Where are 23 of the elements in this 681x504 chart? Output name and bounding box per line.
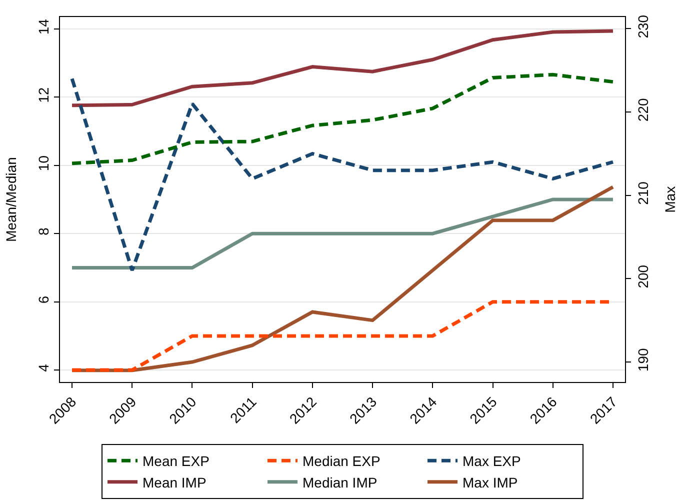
legend-label: Mean EXP — [142, 453, 210, 470]
legend-label: Mean IMP — [142, 474, 206, 490]
y2-axis-title: Max — [662, 186, 678, 213]
y-tick-label: 10 — [35, 155, 52, 172]
y-tick-label: 8 — [35, 227, 52, 236]
y2-tick-label: 230 — [634, 14, 651, 38]
legend-label: Max EXP — [462, 453, 521, 470]
legend-label: Median EXP — [302, 453, 380, 470]
y-tick-label: 4 — [35, 364, 52, 372]
y-tick-label: 12 — [35, 87, 52, 103]
y2-tick-label: 220 — [634, 98, 651, 122]
line-series — [70, 76, 615, 272]
line-series — [70, 29, 615, 108]
y2-tick-label: 210 — [634, 181, 651, 205]
y-axis-title: Mean/Median — [3, 157, 19, 242]
legend-label: Median IMP — [302, 474, 378, 490]
y-tick-label: 6 — [35, 296, 52, 304]
line-series — [70, 72, 615, 166]
y2-tick-label: 200 — [634, 264, 651, 288]
y2-tick-label: 190 — [634, 348, 651, 372]
legend-label: Max IMP — [462, 474, 518, 490]
line-series — [70, 198, 615, 270]
y-tick-label: 14 — [35, 18, 52, 35]
